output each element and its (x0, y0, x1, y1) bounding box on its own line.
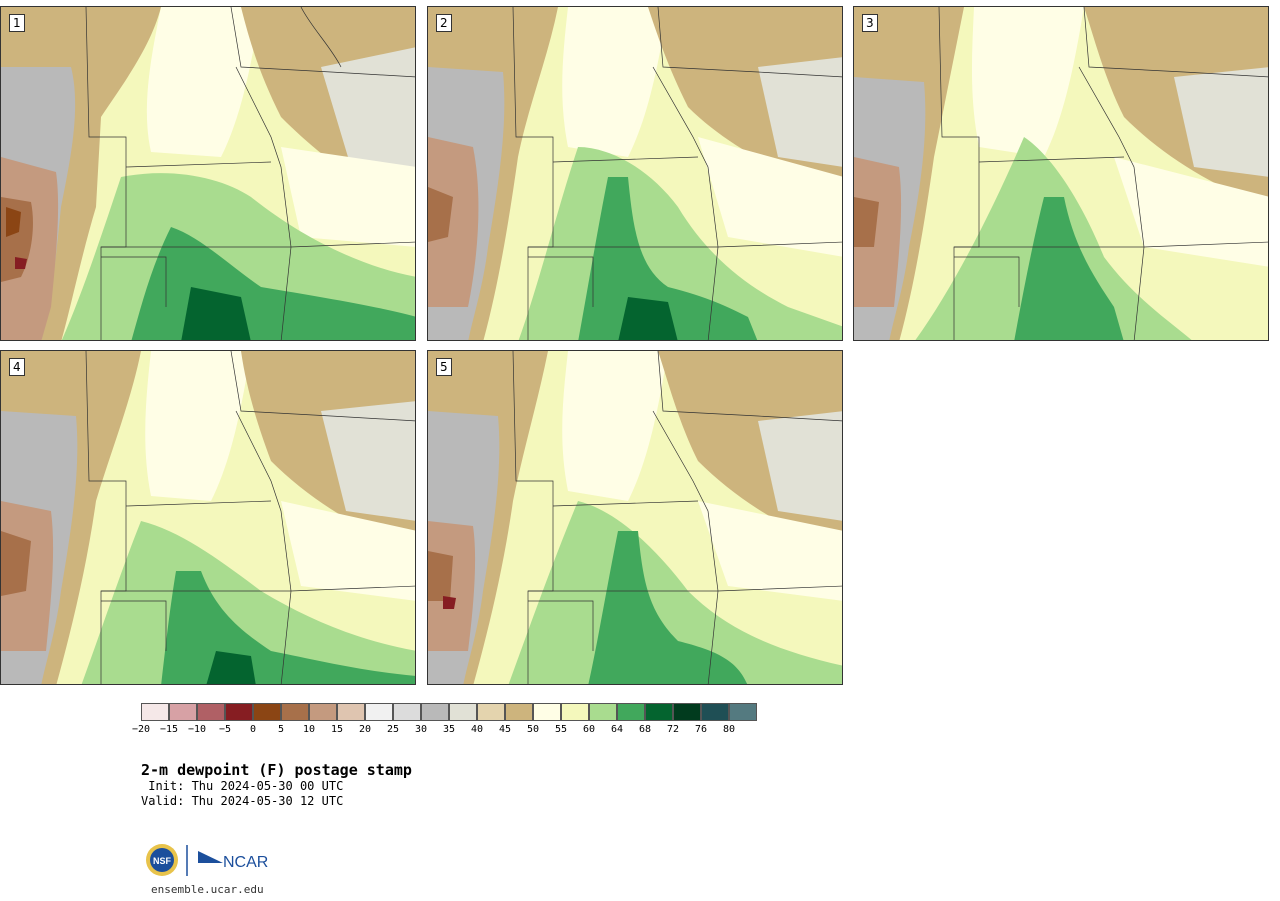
colorbar-box (505, 703, 533, 721)
dewpoint-map-1 (1, 7, 415, 340)
colorbar-tick-label: 72 (666, 724, 680, 735)
nsf-logo-text: NSF (153, 856, 172, 866)
colorbar-box (169, 703, 197, 721)
nsf-ncar-logo: NSF NCAR (146, 844, 268, 876)
dewpoint-map-2 (428, 7, 842, 340)
colorbar-tick-label: 10 (302, 724, 316, 735)
colorbar-box (225, 703, 253, 721)
colorbar-box (449, 703, 477, 721)
colorbar-tick-label: 45 (498, 724, 512, 735)
panel-number: 4 (9, 358, 25, 376)
colorbar-box (253, 703, 281, 721)
colorbar-box (617, 703, 645, 721)
colorbar-tick-label: 40 (470, 724, 484, 735)
colorbar (141, 703, 757, 721)
colorbar-tick-label: 64 (610, 724, 624, 735)
colorbar-tick-label: 80 (722, 724, 736, 735)
init-time: Init: Thu 2024-05-30 00 UTC (141, 779, 344, 793)
colorbar-box (533, 703, 561, 721)
colorbar-box (589, 703, 617, 721)
dewpoint-map-4 (1, 351, 415, 684)
colorbar-tick-label: 50 (526, 724, 540, 735)
colorbar-tick-label: 55 (554, 724, 568, 735)
member-panel-3: 3 (853, 6, 1269, 341)
colorbar-tick-label: 76 (694, 724, 708, 735)
colorbar-tick-label: −5 (218, 724, 232, 735)
colorbar-tick-label: 5 (277, 724, 285, 735)
colorbar-box (281, 703, 309, 721)
colorbar-box (337, 703, 365, 721)
colorbar-tick-label: 68 (638, 724, 652, 735)
member-panel-4: 4 (0, 350, 416, 685)
colorbar-box (645, 703, 673, 721)
colorbar-tick-label: −15 (159, 724, 179, 735)
colorbar-box (197, 703, 225, 721)
colorbar-box (477, 703, 505, 721)
member-panel-5: 5 (427, 350, 843, 685)
colorbar-box (729, 703, 757, 721)
panel-number: 1 (9, 14, 25, 32)
colorbar-box (365, 703, 393, 721)
logos: NSF NCAR (145, 843, 275, 883)
colorbar-box (141, 703, 169, 721)
member-panel-1: 1 (0, 6, 416, 341)
ncar-logo-text: NCAR (223, 854, 268, 871)
colorbar-box (421, 703, 449, 721)
colorbar-tick-label: −10 (187, 724, 207, 735)
colorbar-tick-label: 0 (249, 724, 257, 735)
page-title: 2-m dewpoint (F) postage stamp (141, 761, 412, 779)
colorbar-tick-label: 30 (414, 724, 428, 735)
colorbar-tick-label: 15 (330, 724, 344, 735)
colorbar-box (701, 703, 729, 721)
colorbar-tick-label: −20 (131, 724, 151, 735)
colorbar-box (309, 703, 337, 721)
panel-number: 5 (436, 358, 452, 376)
panel-number: 3 (862, 14, 878, 32)
member-panel-2: 2 (427, 6, 843, 341)
dewpoint-map-3 (854, 7, 1268, 340)
website-link[interactable]: ensemble.ucar.edu (151, 883, 264, 896)
valid-time: Valid: Thu 2024-05-30 12 UTC (141, 794, 344, 808)
colorbar-tick-label: 60 (582, 724, 596, 735)
colorbar-box (561, 703, 589, 721)
colorbar-tick-label: 20 (358, 724, 372, 735)
colorbar-tick-label: 25 (386, 724, 400, 735)
panel-number: 2 (436, 14, 452, 32)
colorbar-tick-label: 35 (442, 724, 456, 735)
colorbar-box (393, 703, 421, 721)
colorbar-box (673, 703, 701, 721)
dewpoint-map-5 (428, 351, 842, 684)
